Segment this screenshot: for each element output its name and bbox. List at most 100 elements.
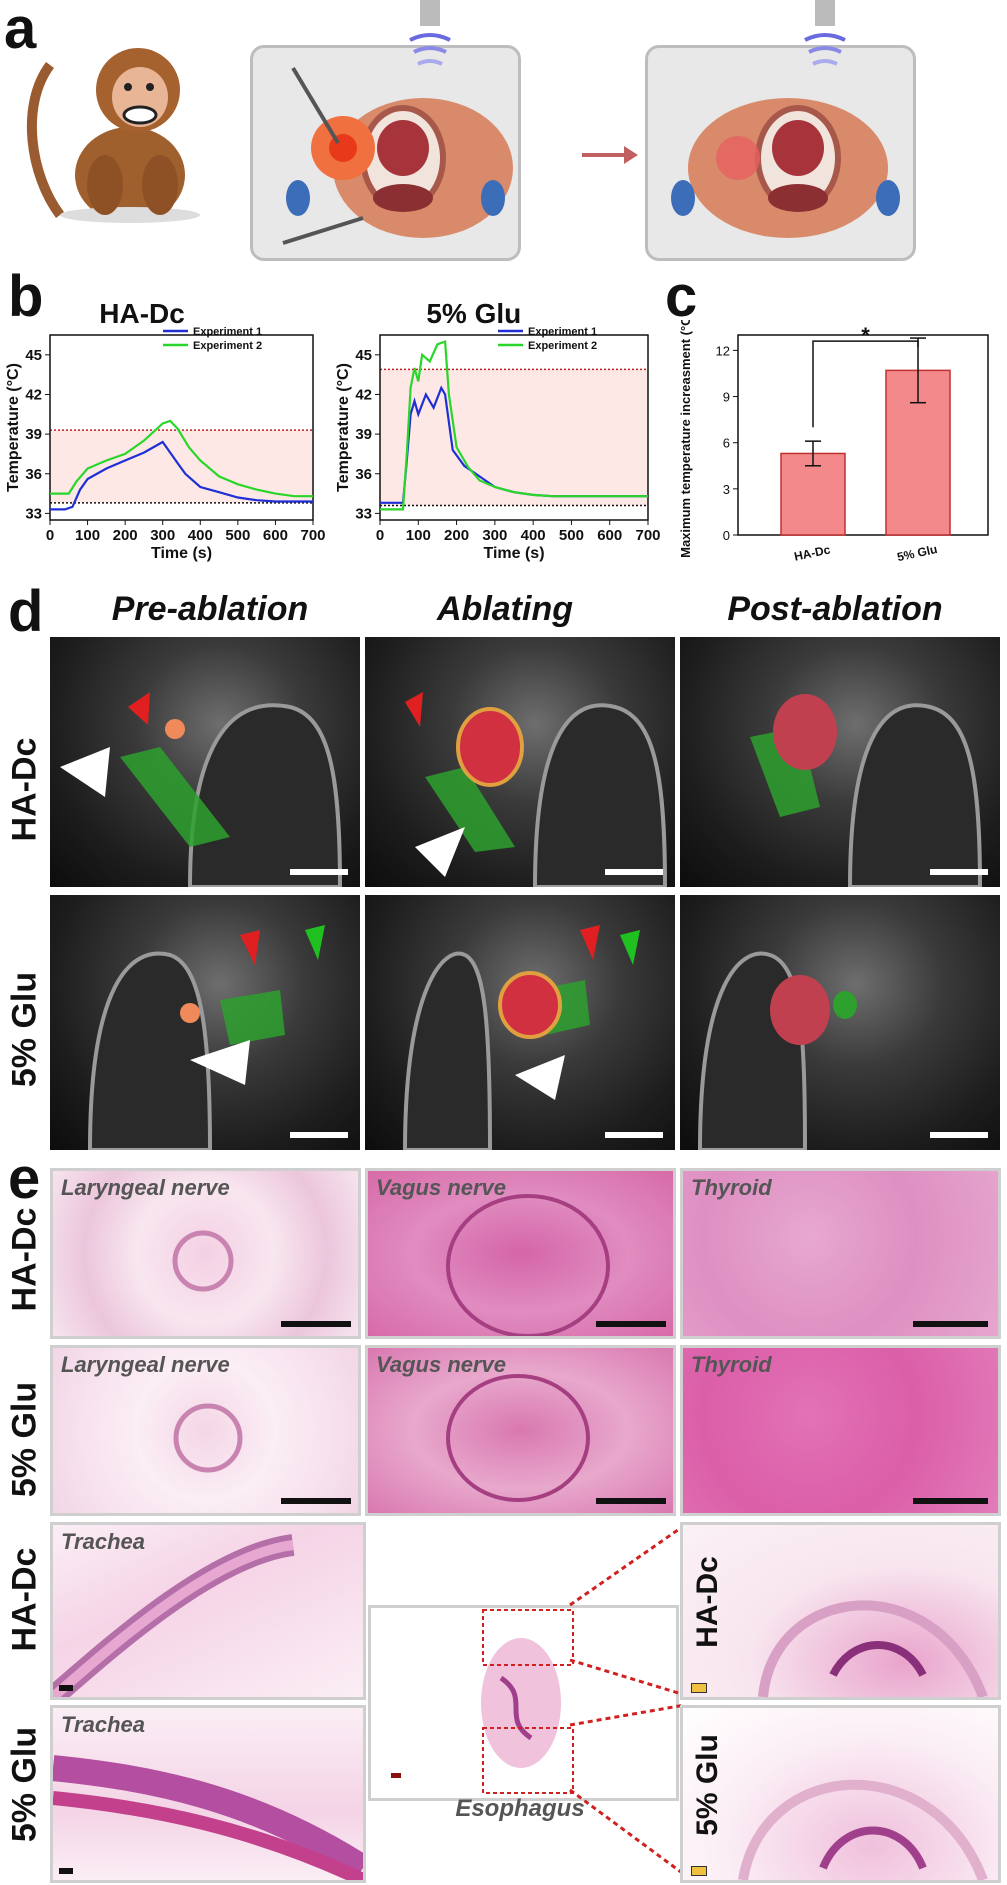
x-axis-label: Time (s) <box>483 545 544 562</box>
row-label-glu-e2: 5% Glu <box>5 1726 44 1843</box>
y-tick-label: 39 <box>355 426 372 443</box>
x-tick-label: 300 <box>150 527 175 544</box>
esophagus-label: Esophagus <box>455 1795 585 1822</box>
ultrasound-glu-post <box>680 895 1000 1150</box>
plot-frame <box>379 334 649 521</box>
legend-label: Experiment 1 <box>528 326 597 338</box>
histo-esophagus-overview <box>368 1605 679 1801</box>
temperature-chart-glu: 0 100 200 300 400 500 600 700 33 36 39 42 45 5% Glu Ti… <box>335 298 660 562</box>
histo-trachea-ha-dc: Trachea <box>50 1522 366 1700</box>
y-axis-label: Temperature (°C) <box>335 363 352 492</box>
x-axis-label: Time (s) <box>151 545 212 562</box>
significance-bracket <box>812 340 919 428</box>
histo-trachea-glu: Trachea <box>50 1705 366 1883</box>
plot-frame <box>49 334 314 521</box>
y-tick-label: 42 <box>25 386 42 403</box>
row-label-ha-dc-e1: HA-Dc <box>5 1207 44 1312</box>
shaded-band <box>50 430 313 503</box>
ultrasound-ha-dc-pre <box>50 637 360 887</box>
category-label: 5% Glu <box>896 542 939 564</box>
x-tick-label: 600 <box>263 527 288 544</box>
series-line-1 <box>50 440 313 511</box>
y-axis-label: Temperature (°C) <box>5 363 22 492</box>
chart-title: 5% Glu <box>426 298 521 329</box>
y-tick-label: 42 <box>355 386 372 403</box>
tile-label: Thyroid <box>691 1352 772 1377</box>
bar-1 <box>780 452 846 536</box>
y-tick-label: 36 <box>25 466 42 483</box>
y-tick-label: 36 <box>355 466 372 483</box>
panel-label-a: a <box>4 0 37 61</box>
max-temperature-bar-chart: 0 3 6 9 12 HA-Dc 5% Glu * Maximum temperature in… <box>678 320 989 564</box>
chart-title: HA-Dc <box>99 298 185 329</box>
series-line-2 <box>380 340 648 511</box>
x-tick-label: 200 <box>113 527 138 544</box>
y-tick-label: 45 <box>25 347 42 364</box>
y-tick-label: 33 <box>25 505 42 522</box>
ultrasound-ha-dc-post <box>680 637 1000 887</box>
tile-label: Trachea <box>61 1529 145 1554</box>
tile-label: Laryngeal nerve <box>61 1352 230 1377</box>
column-title-pre-ablation: Pre-ablation <box>111 590 309 628</box>
y-tick-label: 12 <box>716 343 730 358</box>
panel-label-d: d <box>8 579 44 644</box>
ablation-diagram-before <box>250 45 521 261</box>
row-label-glu-d: 5% Glu <box>5 971 44 1088</box>
tile-label: Laryngeal nerve <box>61 1175 230 1200</box>
histo-esophagus-zoom-glu: 5% Glu <box>680 1705 1001 1883</box>
column-title-ablating: Ablating <box>437 590 573 628</box>
histo-vagus-glu: Vagus nerve <box>365 1345 676 1516</box>
x-tick-label: 700 <box>300 527 325 544</box>
ultrasound-glu-ablating <box>365 895 675 1150</box>
legend-label: Experiment 2 <box>193 340 262 352</box>
zoom-lines <box>569 1523 686 1877</box>
y-tick-label: 3 <box>723 482 730 497</box>
temperature-chart-ha-dc: 0 100 200 300 400 500 600 700 33 36 39 42 45 HA-Dc Tim… <box>5 298 325 562</box>
ultrasound-glu-pre <box>50 895 360 1150</box>
arrow-right-icon <box>582 146 638 164</box>
tile-label: Thyroid <box>691 1175 772 1200</box>
panel-label-c: c <box>665 264 698 329</box>
x-tick-label: 500 <box>225 527 250 544</box>
legend-label: Experiment 1 <box>193 326 262 338</box>
row-label-ha-dc-e2: HA-Dc <box>5 1547 44 1652</box>
histo-thyroid-glu: Thyroid <box>680 1345 1001 1516</box>
series-line-2 <box>50 419 313 498</box>
x-tick-label: 700 <box>635 527 660 544</box>
y-tick-label: 9 <box>723 390 730 405</box>
shaded-band <box>380 369 648 506</box>
histo-thyroid-ha-dc: Thyroid <box>680 1168 1001 1339</box>
transducer-icon <box>409 0 451 66</box>
column-title-post-ablation: Post-ablation <box>727 590 943 628</box>
x-tick-label: 400 <box>188 527 213 544</box>
y-tick-label: 39 <box>25 426 42 443</box>
tile-label: Trachea <box>61 1712 145 1737</box>
monkey-illustration <box>26 48 200 223</box>
ablation-diagram-after <box>645 45 916 261</box>
histo-vagus-ha-dc: Vagus nerve <box>365 1168 676 1339</box>
x-tick-label: 0 <box>46 527 54 544</box>
legend-label: Experiment 2 <box>528 340 597 352</box>
histo-esophagus-zoom-ha-dc: HA-Dc <box>680 1522 1001 1700</box>
x-tick-label: 600 <box>597 527 622 544</box>
x-tick-label: 500 <box>559 527 584 544</box>
y-tick-label: 33 <box>355 505 372 522</box>
y-tick-label: 45 <box>355 347 372 364</box>
histo-laryngeal-glu: Laryngeal nerve <box>50 1345 361 1516</box>
tile-label: Vagus nerve <box>376 1175 507 1200</box>
category-label: HA-Dc <box>793 542 832 563</box>
ultrasound-ha-dc-ablating <box>365 637 675 887</box>
panel-label-b: b <box>8 264 44 329</box>
x-tick-label: 100 <box>75 527 100 544</box>
x-tick-label: 0 <box>376 527 384 544</box>
significance-star: * <box>861 323 870 348</box>
y-tick-label: 0 <box>723 528 730 543</box>
x-tick-label: 200 <box>444 527 469 544</box>
y-tick-label: 6 <box>723 436 730 451</box>
tile-label: Vagus nerve <box>376 1352 507 1377</box>
histo-laryngeal-ha-dc: Laryngeal nerve <box>50 1168 361 1339</box>
plot-frame <box>737 334 989 536</box>
x-tick-label: 400 <box>521 527 546 544</box>
panel-label-e: e <box>8 1146 41 1211</box>
x-tick-label: 100 <box>406 527 431 544</box>
